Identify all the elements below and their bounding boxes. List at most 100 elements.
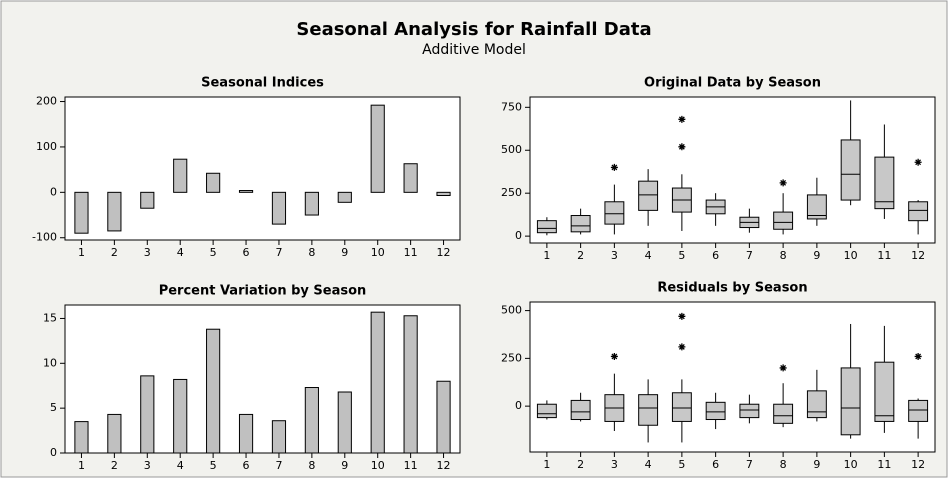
x-tick-label: 3	[611, 249, 618, 262]
box	[536, 403, 557, 419]
y-tick-label: 500	[501, 143, 522, 156]
box	[638, 180, 659, 211]
box	[638, 394, 659, 426]
y-tick-label: 5	[50, 401, 57, 414]
bar	[370, 104, 385, 193]
x-tick-label: 12	[437, 459, 451, 472]
outlier	[610, 352, 618, 360]
y-tick-label: -100	[32, 231, 57, 244]
box	[570, 215, 591, 233]
x-tick-label: 7	[275, 459, 282, 472]
x-tick-label: 5	[678, 458, 685, 471]
bar	[403, 163, 418, 193]
outlier	[914, 158, 922, 166]
x-tick-label: 1	[78, 246, 85, 259]
plot-area	[529, 96, 936, 244]
outlier	[779, 179, 787, 187]
bar	[74, 421, 89, 454]
bar	[370, 311, 385, 454]
bar	[238, 413, 254, 454]
outlier	[678, 312, 686, 320]
x-tick-label: 8	[780, 458, 787, 471]
y-tick-label: 10	[43, 356, 57, 369]
outlier	[678, 343, 686, 351]
panel-title: Residuals by Season	[657, 281, 807, 296]
x-tick-label: 8	[780, 249, 787, 262]
bar	[238, 190, 254, 193]
x-tick-label: 2	[111, 459, 118, 472]
bar	[271, 191, 287, 225]
box	[604, 201, 625, 225]
plot-area	[64, 304, 461, 454]
bar	[140, 375, 155, 454]
box	[739, 403, 760, 419]
x-tick-label: 8	[308, 459, 315, 472]
box	[806, 390, 827, 419]
x-tick-label: 4	[645, 458, 652, 471]
y-tick-label: 0	[515, 399, 522, 412]
bar	[271, 420, 287, 454]
x-tick-label: 5	[678, 249, 685, 262]
x-tick-label: 10	[371, 459, 385, 472]
x-tick-label: 9	[813, 458, 820, 471]
x-tick-label: 4	[177, 459, 184, 472]
bar	[173, 158, 188, 193]
bar	[206, 172, 221, 193]
x-tick-label: 1	[78, 459, 85, 472]
box	[874, 361, 895, 422]
box	[705, 401, 726, 421]
bar	[436, 191, 451, 197]
x-tick-label: 1	[543, 249, 550, 262]
box	[773, 403, 794, 424]
y-tick-label: 0	[50, 185, 57, 198]
y-tick-label: 250	[501, 351, 522, 364]
x-tick-label: 3	[611, 458, 618, 471]
box	[908, 201, 929, 222]
y-tick-label: 500	[501, 304, 522, 317]
y-tick-label: 250	[501, 186, 522, 199]
box	[570, 399, 591, 421]
y-tick-label: 200	[36, 95, 57, 108]
bar	[436, 380, 451, 454]
bar	[140, 191, 155, 209]
x-tick-label: 3	[144, 246, 151, 259]
x-tick-label: 9	[813, 249, 820, 262]
x-tick-label: 7	[746, 249, 753, 262]
bar	[107, 191, 122, 232]
x-tick-label: 2	[111, 246, 118, 259]
x-tick-label: 10	[844, 249, 858, 262]
panel-title: Original Data by Season	[644, 76, 821, 91]
x-tick-label: 6	[712, 458, 719, 471]
outlier	[678, 115, 686, 123]
x-tick-label: 6	[243, 246, 250, 259]
x-tick-label: 7	[275, 246, 282, 259]
x-tick-label: 3	[144, 459, 151, 472]
x-tick-label: 9	[341, 246, 348, 259]
chart-title: Seasonal Analysis for Rainfall Data	[296, 19, 651, 40]
x-tick-label: 12	[911, 249, 925, 262]
x-tick-label: 2	[577, 249, 584, 262]
chart-subtitle: Additive Model	[422, 42, 526, 58]
x-tick-label: 11	[877, 458, 891, 471]
x-tick-label: 2	[577, 458, 584, 471]
bar	[337, 391, 352, 454]
x-tick-label: 5	[210, 246, 217, 259]
bar	[304, 387, 319, 454]
box	[840, 367, 861, 436]
x-tick-label: 12	[911, 458, 925, 471]
y-tick-label: 0	[50, 446, 57, 459]
outlier	[678, 143, 686, 151]
panel-title: Seasonal Indices	[201, 76, 324, 91]
x-tick-label: 8	[308, 246, 315, 259]
bar	[173, 378, 188, 454]
bar	[403, 315, 418, 454]
y-tick-label: 15	[43, 311, 57, 324]
y-tick-label: 750	[501, 100, 522, 113]
outlier	[779, 364, 787, 372]
bar	[304, 191, 319, 216]
x-tick-label: 4	[177, 246, 184, 259]
box	[536, 220, 557, 234]
bar	[206, 328, 221, 454]
x-tick-label: 5	[210, 459, 217, 472]
y-tick-label: 0	[515, 229, 522, 242]
